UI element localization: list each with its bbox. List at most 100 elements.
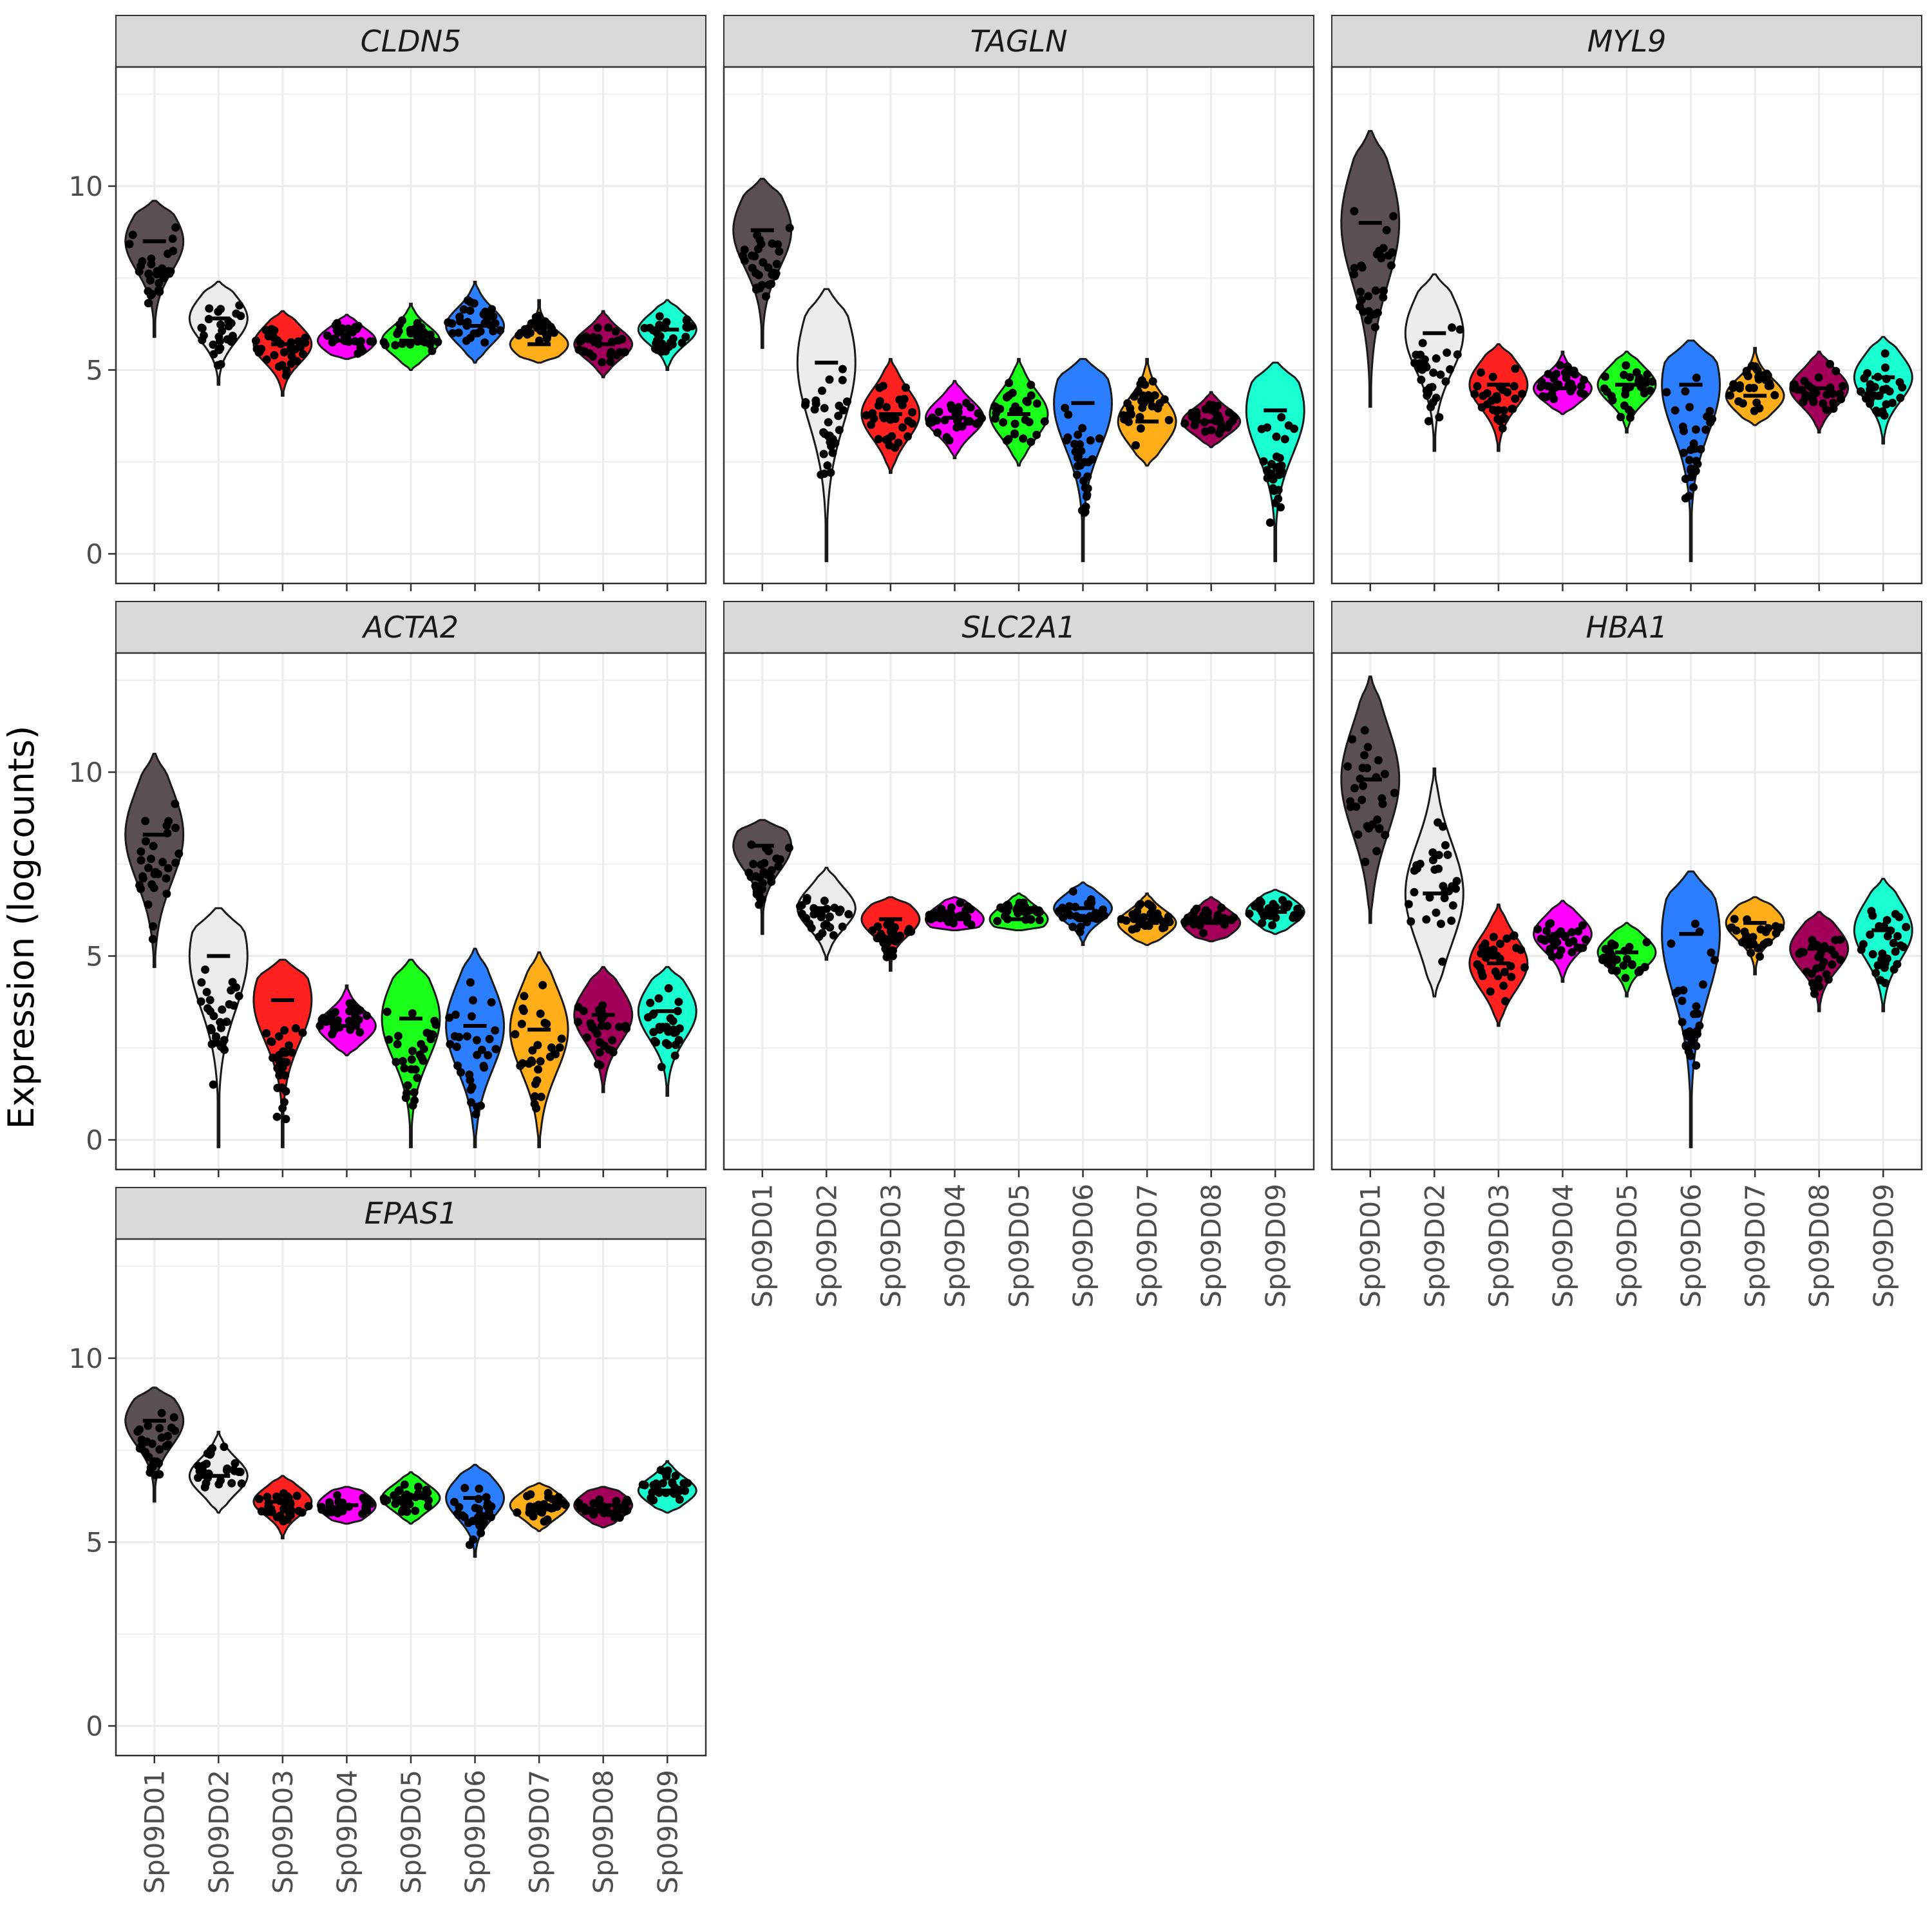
y-tick-label: 10 (69, 1343, 103, 1374)
facet-strip-label: ACTA2 (361, 610, 459, 645)
data-point (411, 1506, 420, 1515)
data-point (1126, 408, 1135, 417)
data-point (147, 260, 156, 269)
data-point (536, 1092, 545, 1101)
data-point (1829, 404, 1838, 413)
facet-strip-label: HBA1 (1586, 610, 1668, 645)
gridlines (116, 1239, 706, 1756)
data-point (1035, 916, 1044, 925)
data-point (811, 396, 820, 405)
data-point (1027, 381, 1036, 390)
data-point (1003, 907, 1012, 916)
violin-series (124, 200, 697, 397)
data-point (1690, 1010, 1699, 1019)
data-point (1687, 1037, 1696, 1046)
data-point (1544, 370, 1553, 379)
data-point (1155, 914, 1164, 923)
data-point (523, 1492, 532, 1501)
data-point (826, 468, 835, 477)
data-point (1759, 940, 1768, 949)
data-point (873, 922, 882, 931)
data-point (604, 1508, 613, 1517)
data-point (138, 257, 147, 266)
data-point (1810, 989, 1819, 998)
data-point (1225, 408, 1234, 417)
data-point (1817, 963, 1826, 972)
data-point (664, 984, 673, 993)
data-point (1076, 914, 1085, 923)
data-point (330, 1026, 339, 1035)
violin-sp09d01 (1340, 129, 1401, 408)
data-point (1055, 907, 1064, 915)
points-sp09d07 (1727, 914, 1785, 961)
points-sp09d01 (135, 799, 184, 943)
data-point (880, 934, 889, 943)
data-point (1499, 406, 1508, 415)
data-point (281, 1071, 290, 1080)
x-tick-label: Sp09D06 (1676, 1184, 1707, 1308)
data-point (1291, 912, 1300, 921)
data-point (649, 1496, 658, 1504)
data-point (668, 1016, 677, 1025)
points-sp09d07 (515, 311, 558, 345)
data-point (538, 981, 547, 990)
data-point (1087, 898, 1096, 907)
points-sp09d02 (193, 1443, 246, 1492)
data-point (1370, 310, 1379, 319)
data-point (1389, 212, 1398, 221)
data-point (227, 986, 236, 995)
data-point (383, 1007, 392, 1016)
data-point (444, 318, 453, 327)
data-point (759, 258, 768, 267)
y-tick-label: 10 (69, 171, 103, 202)
data-point (757, 860, 766, 869)
data-point (357, 337, 365, 346)
data-point (414, 1482, 422, 1492)
data-point (1356, 287, 1365, 296)
x-axis: Sp09D01 Sp09D02 Sp09D03 Sp09D04 Sp09D05 Sp09D… (747, 1170, 1291, 1308)
data-point (1364, 292, 1373, 301)
data-point (144, 1453, 153, 1461)
data-point (1477, 403, 1486, 412)
data-point (582, 1033, 591, 1042)
data-point (1136, 379, 1145, 388)
data-point (1696, 445, 1705, 453)
data-point (272, 1112, 281, 1121)
data-point (1479, 392, 1488, 401)
data-point (826, 438, 835, 447)
data-point (1350, 263, 1359, 272)
data-point (652, 1479, 661, 1488)
data-point (764, 280, 773, 289)
data-point (650, 1037, 659, 1046)
data-point (1390, 788, 1399, 797)
data-point (222, 1466, 231, 1475)
data-point (460, 1513, 469, 1522)
data-point (1482, 953, 1490, 962)
data-point (933, 416, 942, 425)
data-point (216, 320, 225, 329)
data-point (158, 858, 167, 867)
data-point (1687, 473, 1696, 482)
data-point (454, 328, 463, 337)
x-tick-label: Sp09D05 (1611, 1184, 1643, 1308)
x-tick-label: Sp09D09 (652, 1770, 683, 1894)
data-point (475, 1484, 484, 1493)
data-point (402, 1508, 412, 1516)
data-point (393, 1039, 402, 1048)
data-point (1199, 929, 1208, 938)
points-sp09d03 (251, 325, 310, 380)
data-point (1822, 405, 1831, 414)
data-point (1259, 457, 1268, 466)
data-point (355, 1028, 365, 1037)
data-point (1350, 270, 1359, 279)
data-point (1866, 395, 1875, 404)
data-point (555, 1043, 564, 1052)
x-tick-label: Sp09D06 (460, 1770, 491, 1894)
data-point (1350, 207, 1359, 216)
data-point (1072, 470, 1081, 479)
data-point (1070, 440, 1079, 448)
data-point (1082, 492, 1091, 501)
data-point (144, 299, 153, 308)
data-point (1373, 815, 1382, 824)
data-point (1136, 424, 1145, 433)
